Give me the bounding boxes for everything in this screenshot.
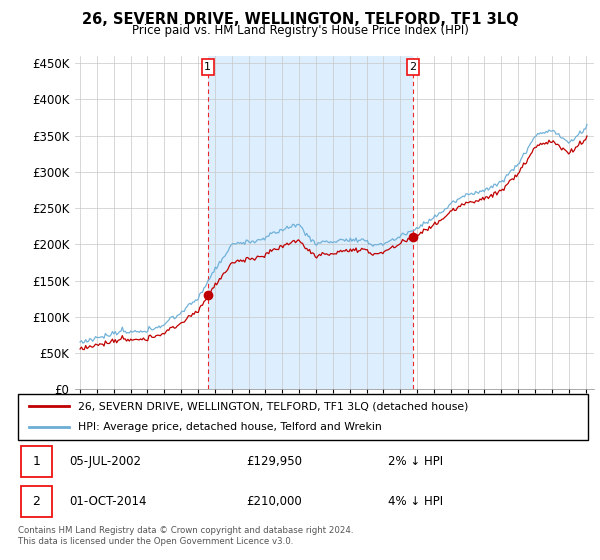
- Text: 01-OCT-2014: 01-OCT-2014: [70, 495, 147, 508]
- Text: 2: 2: [32, 495, 40, 508]
- Text: 05-JUL-2002: 05-JUL-2002: [70, 455, 142, 468]
- Bar: [21, 446, 52, 477]
- Text: HPI: Average price, detached house, Telford and Wrekin: HPI: Average price, detached house, Telf…: [78, 422, 382, 432]
- Text: 26, SEVERN DRIVE, WELLINGTON, TELFORD, TF1 3LQ: 26, SEVERN DRIVE, WELLINGTON, TELFORD, T…: [82, 12, 518, 27]
- Bar: [208, 56, 413, 389]
- Text: 4% ↓ HPI: 4% ↓ HPI: [389, 495, 443, 508]
- Text: Contains HM Land Registry data © Crown copyright and database right 2024.
This d: Contains HM Land Registry data © Crown c…: [18, 526, 353, 546]
- Text: 26, SEVERN DRIVE, WELLINGTON, TELFORD, TF1 3LQ (detached house): 26, SEVERN DRIVE, WELLINGTON, TELFORD, T…: [78, 401, 468, 411]
- Text: 2: 2: [409, 62, 416, 72]
- Text: Price paid vs. HM Land Registry's House Price Index (HPI): Price paid vs. HM Land Registry's House …: [131, 24, 469, 37]
- Text: 2% ↓ HPI: 2% ↓ HPI: [389, 455, 443, 468]
- Text: £210,000: £210,000: [246, 495, 302, 508]
- Text: 1: 1: [32, 455, 40, 468]
- Bar: [21, 486, 52, 517]
- Text: 1: 1: [204, 62, 211, 72]
- Text: £129,950: £129,950: [246, 455, 302, 468]
